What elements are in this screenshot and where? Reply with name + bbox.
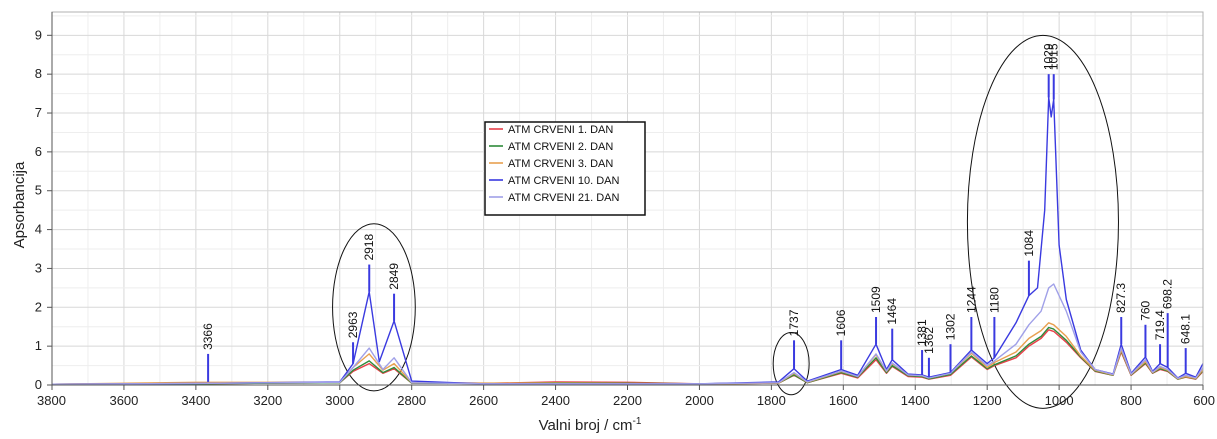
x-tick-label: 3200 xyxy=(253,393,282,408)
y-tick-label: 2 xyxy=(35,299,42,314)
y-tick-label: 1 xyxy=(35,338,42,353)
x-tick-label: 1400 xyxy=(901,393,930,408)
x-tick-label: 2400 xyxy=(541,393,570,408)
y-tick-label: 8 xyxy=(35,66,42,81)
x-axis-title: Valni broj / cm-1 xyxy=(539,416,642,434)
peak-label: 1381 xyxy=(915,319,929,346)
x-axis-title-superscript: -1 xyxy=(633,416,642,427)
legend: ATM CRVENI 1. DAN ATM CRVENI 2. DAN ATM CR… xyxy=(484,121,646,216)
y-axis-ticks: 0 1 2 3 4 5 6 7 8 9 xyxy=(35,27,52,392)
y-tick-label: 3 xyxy=(35,260,42,275)
peak-label: 2963 xyxy=(346,311,360,338)
legend-entry: ATM CRVENI 10. DAN xyxy=(508,175,620,187)
peak-label: 698.2 xyxy=(1161,279,1175,309)
peak-label: 827.3 xyxy=(1114,283,1128,313)
x-tick-label: 1800 xyxy=(757,393,786,408)
x-tick-label: 1200 xyxy=(973,393,1002,408)
highlight-ellipse xyxy=(332,223,416,392)
peak-label: 648.1 xyxy=(1179,314,1193,344)
peak-label: 2849 xyxy=(387,263,401,290)
x-axis-title-text: Valni broj / cm xyxy=(539,417,633,434)
series-line xyxy=(51,283,1204,385)
peak-label: 1737 xyxy=(787,309,801,336)
y-tick-label: 0 xyxy=(35,377,42,392)
y-tick-label: 9 xyxy=(35,27,42,42)
peak-label: 3366 xyxy=(201,323,215,350)
series-lines xyxy=(51,96,1204,385)
peak-label: 1509 xyxy=(869,286,883,313)
legend-entry: ATM CRVENI 1. DAN xyxy=(508,124,613,136)
y-tick-label: 6 xyxy=(35,144,42,159)
y-tick-label: 7 xyxy=(35,105,42,120)
peak-label: 1302 xyxy=(943,313,957,340)
highlight-ellipse xyxy=(772,332,810,396)
x-tick-label: 600 xyxy=(1193,393,1215,408)
y-tick-label: 5 xyxy=(35,183,42,198)
highlight-ellipse xyxy=(966,34,1119,409)
peak-annotations: 3366 2963 2918 2849 1737 1606 1509 1464 13811362… xyxy=(201,43,1193,382)
x-tick-label: 2200 xyxy=(613,393,642,408)
peak-label: 1362 xyxy=(922,327,936,354)
peak-label: 760 xyxy=(1138,300,1152,320)
x-tick-label: 2600 xyxy=(469,393,498,408)
grid-lines xyxy=(51,12,1204,386)
y-tick-label: 4 xyxy=(35,222,42,237)
x-tick-label: 800 xyxy=(1120,393,1142,408)
legend-entry: ATM CRVENI 2. DAN xyxy=(508,141,613,153)
x-tick-label: 2000 xyxy=(685,393,714,408)
highlight-ellipses xyxy=(332,34,1119,409)
legend-entry: ATM CRVENI 21. DAN xyxy=(508,192,620,204)
peak-label: 1606 xyxy=(834,309,848,336)
x-tick-label: 2800 xyxy=(397,393,426,408)
peak-label: 1084 xyxy=(1022,230,1036,257)
x-tick-label: 3800 xyxy=(37,393,66,408)
peak-label: 1464 xyxy=(885,298,899,325)
peak-label: 719.4 xyxy=(1153,310,1167,340)
y-axis-title: Apsorbancija xyxy=(11,161,28,248)
peak-label: 1029 xyxy=(1042,43,1056,70)
x-axis-ticks: 3800 3600 3400 3200 3000 2800 2600 2400 2200 2000… xyxy=(37,385,1215,408)
legend-entry: ATM CRVENI 3. DAN xyxy=(508,158,613,170)
legend-box xyxy=(484,121,646,216)
x-tick-label: 1600 xyxy=(829,393,858,408)
x-tick-label: 1000 xyxy=(1045,393,1074,408)
peak-label: 1244 xyxy=(964,286,978,313)
peak-label: 1180 xyxy=(987,287,1001,313)
peak-label: 1015 xyxy=(1047,43,1061,70)
peak-label: 2918 xyxy=(362,234,376,261)
x-tick-label: 3600 xyxy=(109,393,138,408)
x-tick-label: 3000 xyxy=(325,393,354,408)
x-tick-label: 3400 xyxy=(181,393,210,408)
